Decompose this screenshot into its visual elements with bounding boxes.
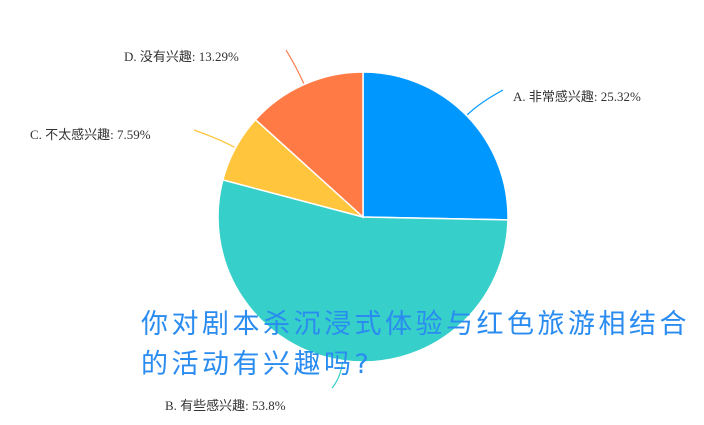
pie-slice-a <box>362 71 509 221</box>
slice-label-a: A. 非常感兴趣: 25.32% <box>513 89 641 104</box>
pie-slice-b <box>217 178 509 363</box>
slice-label-b: B. 有些感兴趣: 53.8% <box>165 398 286 413</box>
leader-line-d <box>285 49 305 84</box>
leader-line-b <box>331 361 344 389</box>
leader-line-c <box>193 129 235 148</box>
leader-line-a <box>466 89 504 116</box>
slice-label-d: D. 没有兴趣: 13.29% <box>124 49 239 64</box>
pie-slice-d <box>254 71 364 219</box>
question-caption: 你对剧本杀沉浸式体验与红色旅游相结合的活动有兴趣吗? <box>141 309 690 380</box>
slice-label-c: C. 不太感兴趣: 7.59% <box>30 127 151 142</box>
